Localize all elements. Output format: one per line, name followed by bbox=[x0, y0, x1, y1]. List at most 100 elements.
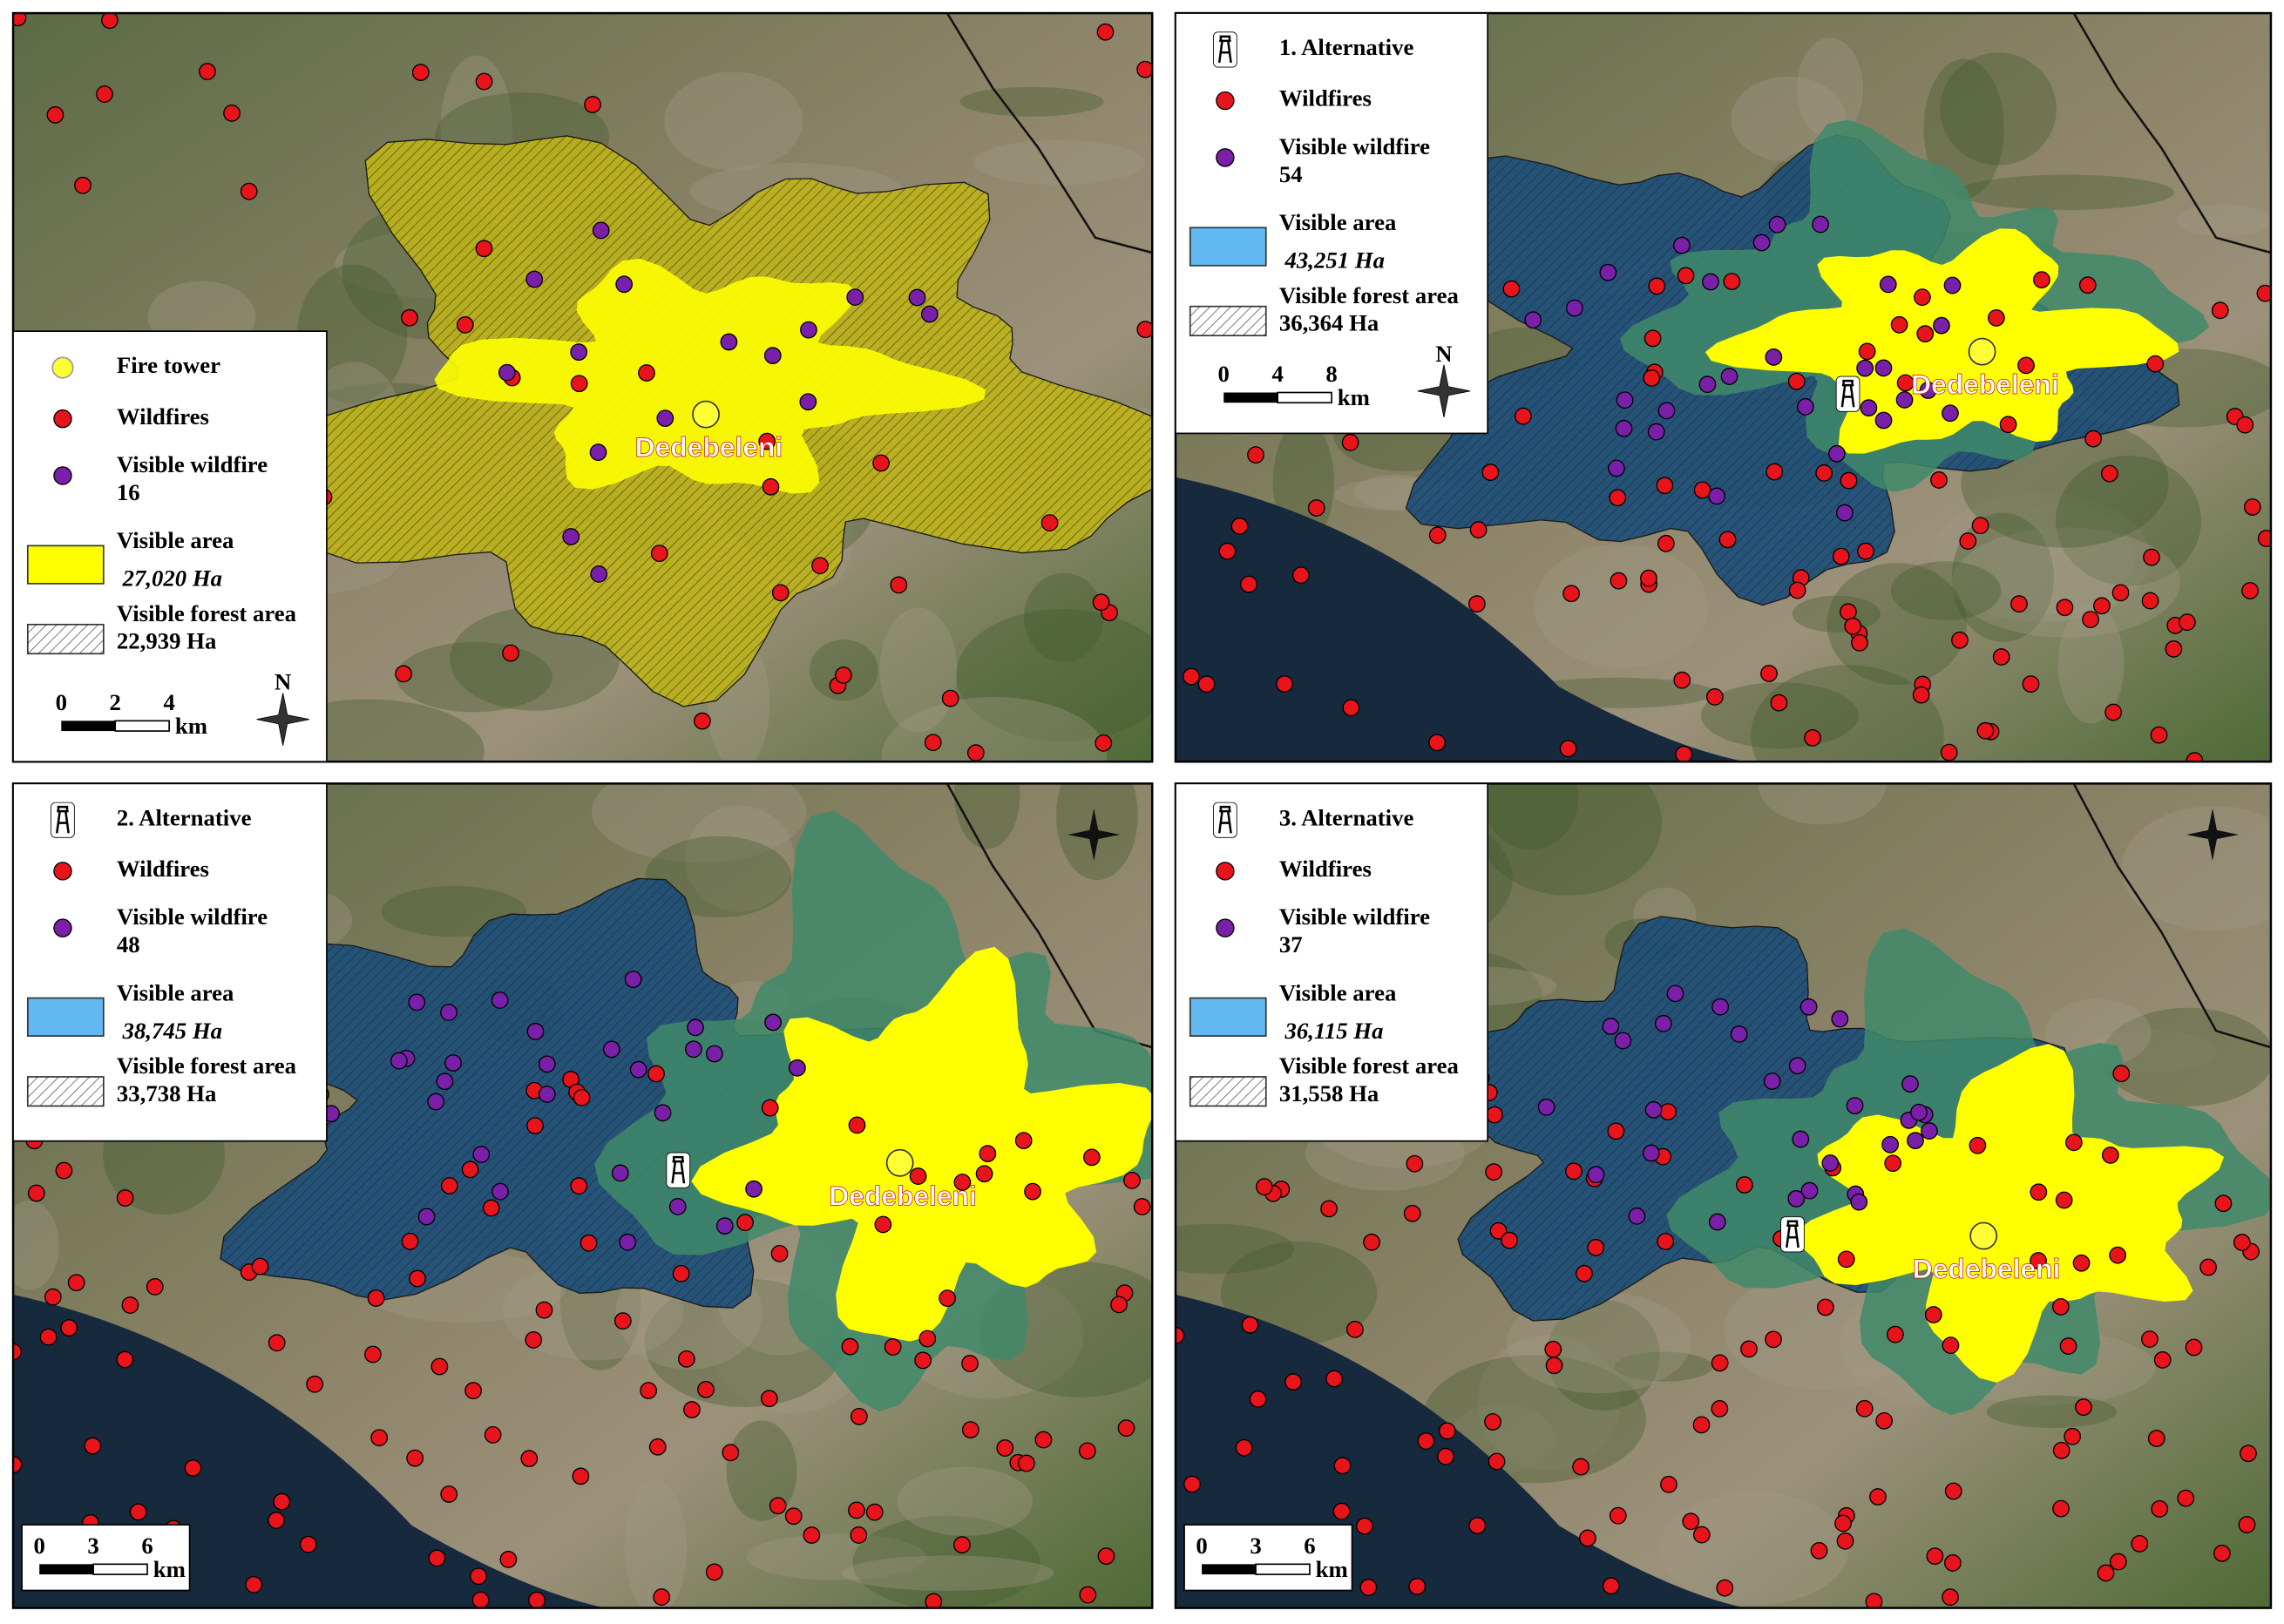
wildfire-dot bbox=[395, 665, 412, 683]
legend-forest-hatch bbox=[1189, 1076, 1266, 1106]
wildfire-dot bbox=[440, 1485, 458, 1503]
wildfire-dot bbox=[770, 1244, 789, 1262]
terrain-patch bbox=[396, 641, 552, 713]
visible-wildfire-dot bbox=[1763, 1073, 1781, 1090]
scale-unit: km bbox=[1338, 384, 1370, 410]
visible-wildfire-dot bbox=[1616, 391, 1634, 409]
terrain-patch bbox=[897, 1466, 1034, 1536]
legend-label: Wildfires bbox=[1279, 85, 1372, 112]
terrain-patch bbox=[664, 71, 803, 171]
visible-area bbox=[691, 946, 1153, 1342]
wildfire-dot bbox=[1576, 1264, 1593, 1282]
compass bbox=[1417, 364, 1471, 418]
wildfire-dot bbox=[1940, 743, 1958, 761]
visible-wildfire-dot bbox=[525, 270, 544, 288]
wildfire-dot bbox=[2052, 1499, 2070, 1518]
terrain-patch bbox=[1220, 1241, 1378, 1345]
wildfire-dot bbox=[1840, 471, 1858, 490]
wildfire-dot bbox=[1869, 1488, 1887, 1506]
visible-wildfire-dot bbox=[1711, 998, 1729, 1016]
wildfire-dot bbox=[1942, 1588, 1959, 1607]
visible-wildfire-dot bbox=[1708, 1213, 1726, 1231]
visible-wildfire-dot bbox=[1565, 299, 1583, 317]
wildfire-dot bbox=[1976, 721, 1995, 740]
wildfire-dot bbox=[184, 1459, 202, 1477]
legend-wildfire bbox=[1216, 91, 1235, 111]
wildfire-dot bbox=[55, 1161, 73, 1180]
wildfire-dot bbox=[1942, 1336, 1960, 1355]
wildfire-dot bbox=[918, 1330, 937, 1348]
wildfire-dot bbox=[1840, 603, 1857, 621]
wildfire-dot bbox=[2143, 548, 2160, 566]
wildfire-dot bbox=[1417, 1432, 1435, 1450]
visible-wildfire-dot bbox=[1615, 419, 1633, 437]
wildfire-dot bbox=[1711, 1400, 1729, 1418]
visible-wildfire-dot bbox=[1644, 1101, 1663, 1119]
wildfire-dot bbox=[570, 1177, 588, 1195]
wildfire-dot bbox=[2097, 1564, 2115, 1582]
wildfire-dot bbox=[1610, 572, 1628, 590]
scale-unit: km bbox=[1316, 1556, 1348, 1582]
terrain-patch bbox=[2121, 806, 2271, 931]
wildfire-dot bbox=[2082, 611, 2099, 628]
legend-visible-wildfire bbox=[53, 466, 72, 485]
wildfire-dot bbox=[1804, 729, 1821, 747]
wildfire-dot bbox=[1467, 595, 1486, 613]
wildfire-dot bbox=[939, 1289, 957, 1308]
legend-value: 38,745 Ha bbox=[122, 1018, 222, 1044]
legend-value: 48 bbox=[117, 931, 140, 957]
wildfire-dot bbox=[1428, 526, 1447, 545]
terrain-patch bbox=[1827, 563, 1968, 686]
visible-wildfire-dot bbox=[1602, 1018, 1620, 1035]
visible-wildfire-dot bbox=[1708, 487, 1726, 505]
wildfire-dot bbox=[1855, 1399, 1874, 1418]
wildfire-dot bbox=[650, 545, 668, 563]
wildfire-dot bbox=[1643, 369, 1661, 387]
wildfire-dot bbox=[1817, 1298, 1834, 1316]
wildfire-dot bbox=[129, 1503, 147, 1521]
visible-area bbox=[1705, 228, 2179, 454]
wildfire-dot bbox=[245, 1575, 263, 1594]
wildfire-dot bbox=[941, 689, 959, 707]
legend-visible-wildfire bbox=[1216, 148, 1235, 167]
wildfire-dot bbox=[1930, 471, 1948, 489]
legend-label: Visible area bbox=[1279, 209, 1397, 235]
wildfire-dot bbox=[1832, 547, 1850, 565]
wildfire-dot bbox=[1787, 372, 1806, 390]
wildfire-dot bbox=[2177, 1489, 2195, 1507]
wildfire-dot bbox=[1926, 1547, 1944, 1565]
wildfire-dot bbox=[268, 1334, 286, 1352]
wildfire-dot bbox=[1341, 433, 1359, 451]
scale-tick-label: 6 bbox=[141, 1533, 152, 1559]
legend-value: 33,738 Ha bbox=[117, 1080, 216, 1106]
terrain-patch bbox=[879, 607, 958, 733]
scale-tick-label: 4 bbox=[1271, 361, 1283, 387]
wildfire-dot bbox=[409, 1269, 426, 1288]
terrain-patch bbox=[1923, 58, 2004, 200]
wildfire-dot bbox=[1944, 1554, 1962, 1572]
visible-wildfire-dot bbox=[1614, 1032, 1632, 1050]
wildfire-dot bbox=[67, 1274, 85, 1292]
wildfire-dot bbox=[924, 734, 942, 752]
legend-label: Visible wildfire bbox=[1279, 903, 1430, 930]
wildfire-dot bbox=[2078, 276, 2097, 294]
scale-bar-black bbox=[1223, 392, 1278, 403]
wildfire-dot bbox=[1999, 416, 2017, 434]
scale-bar-black bbox=[61, 721, 116, 732]
scale-tick-label: 3 bbox=[87, 1533, 98, 1559]
wildfire-dot bbox=[1342, 699, 1360, 717]
wildfire-dot bbox=[638, 364, 655, 382]
wildfire-dot bbox=[2111, 584, 2130, 602]
wildfire-dot bbox=[1677, 267, 1695, 285]
terrain-patch bbox=[591, 783, 807, 863]
wildfire-dot bbox=[1489, 1221, 1508, 1240]
wildfire-dot bbox=[1484, 1413, 1501, 1431]
map-panel: Dedebeleni bbox=[13, 783, 1153, 1608]
wildfire-dot bbox=[1320, 1200, 1338, 1218]
visible-wildfire-dot bbox=[491, 1182, 509, 1201]
wildfire-dot bbox=[525, 1330, 543, 1349]
wildfire-dot bbox=[367, 1289, 385, 1307]
visible-wildfire-dot bbox=[1881, 1135, 1899, 1154]
wildfire-dot bbox=[2104, 703, 2123, 721]
